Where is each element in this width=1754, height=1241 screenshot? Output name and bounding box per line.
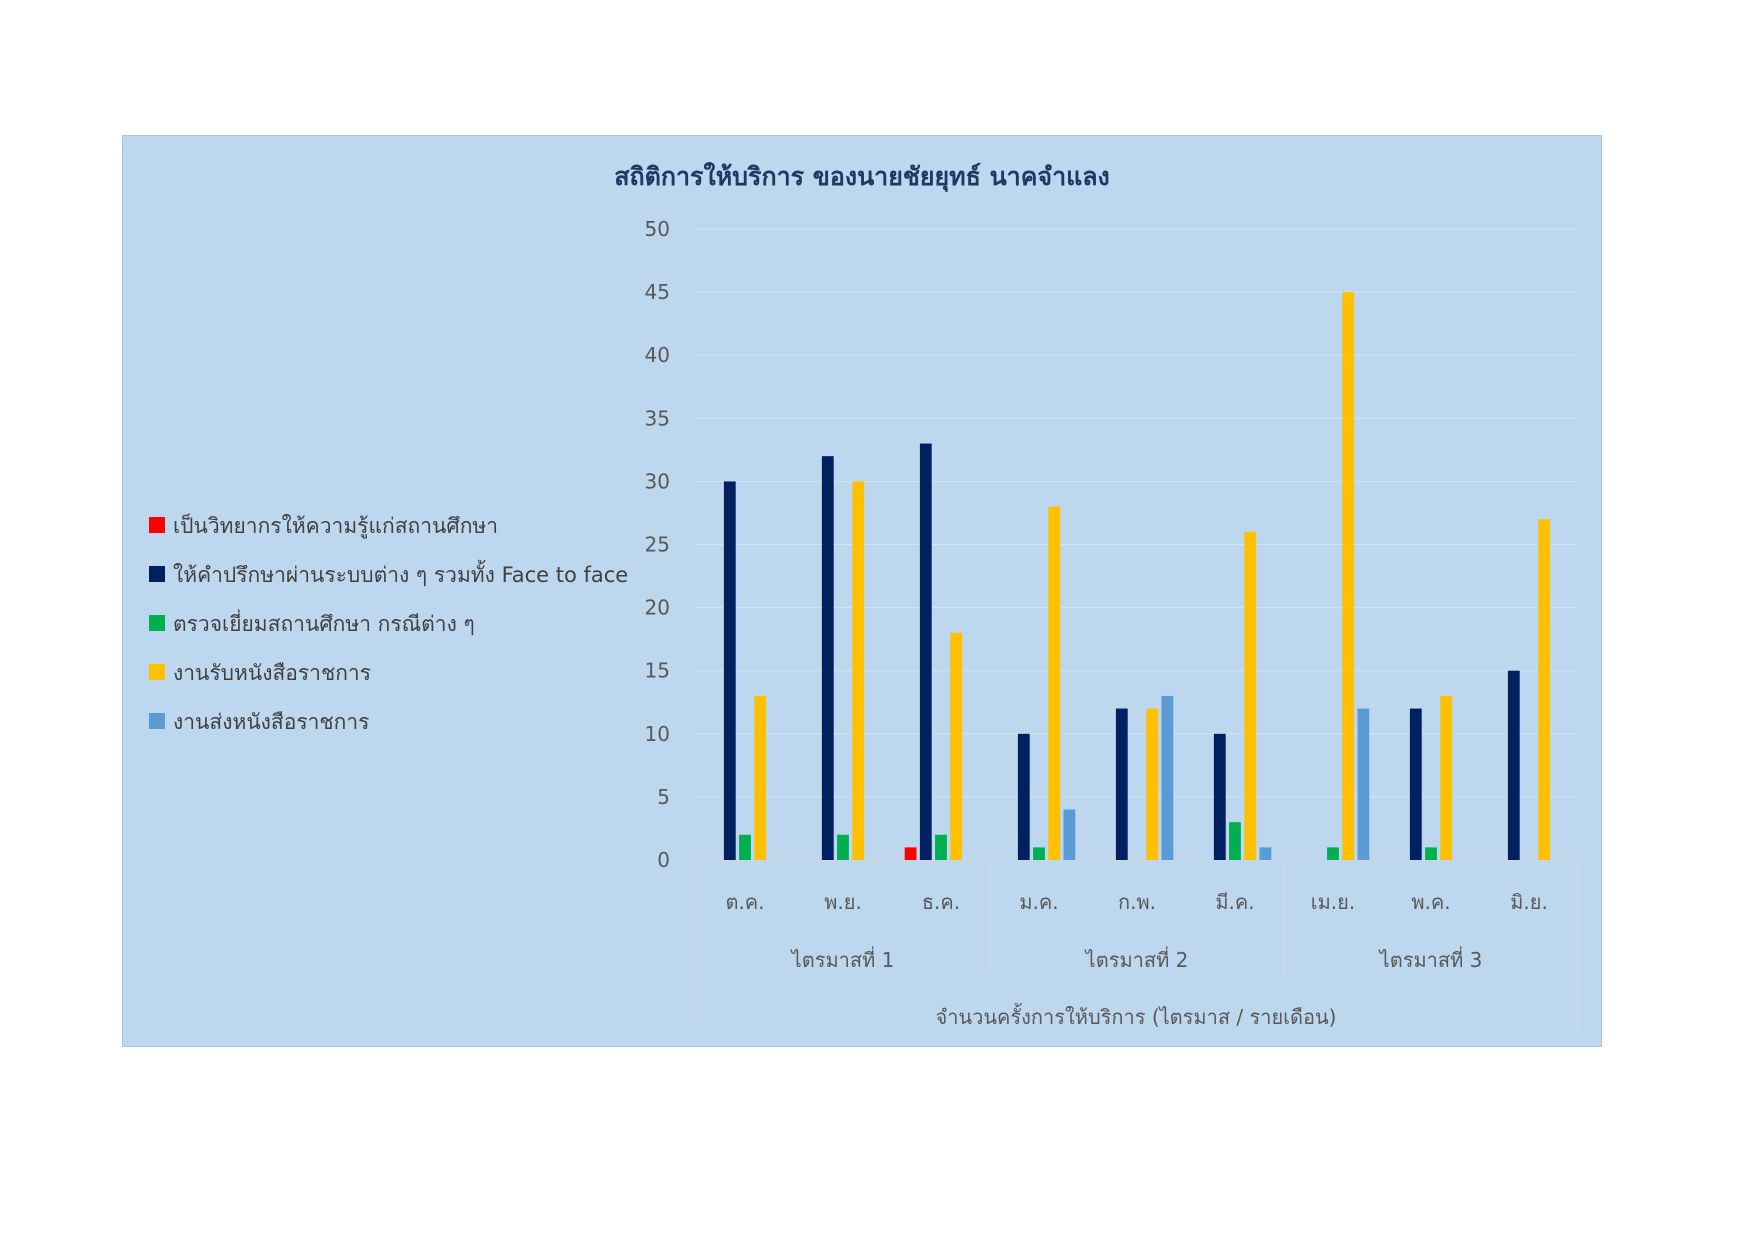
x-tick-label: พ.ย.	[824, 890, 862, 914]
group-label: ไตรมาสที่ 3	[1378, 946, 1483, 972]
x-tick-label: ม.ค.	[1019, 890, 1058, 914]
bar	[837, 834, 849, 860]
x-axis: ต.ค. พ.ย. ธ.ค. ไตรมาสที่ 1 ม.ค. ก.พ. มี.ค. ไตรม…	[695, 860, 1579, 1033]
y-tick-label: 45	[645, 280, 670, 304]
legend-label: งานรับหนังสือราชการ	[173, 661, 371, 685]
x-tick-label: ธ.ค.	[922, 890, 960, 914]
legend: เป็นวิทยากรให้ความรู้แก่สถานศึกษาให้คำปร…	[149, 512, 628, 734]
legend-swatch	[149, 615, 165, 631]
bar	[904, 847, 917, 860]
chart-title: สถิติการให้บริการ ของนายชัยยุทธ์ นาคจำแล…	[614, 161, 1110, 193]
bar	[935, 834, 947, 860]
legend-label: ให้คำปรึกษาผ่านระบบต่าง ๆ รวมทั้ง Face t…	[173, 560, 628, 587]
bars	[723, 292, 1551, 861]
bar	[1425, 847, 1437, 860]
x-tick-label: มิ.ย.	[1510, 890, 1548, 914]
bar	[919, 443, 932, 860]
x-tick-label: ต.ค.	[725, 890, 764, 914]
y-tick-label: 15	[645, 659, 670, 683]
bar	[1342, 292, 1355, 861]
y-tick-label: 25	[645, 533, 670, 557]
bar	[1017, 733, 1030, 860]
legend-label: ตรวจเยี่ยมสถานศึกษา กรณีต่าง ๆ	[173, 609, 475, 636]
bar	[1048, 506, 1061, 860]
group-label: ไตรมาสที่ 2	[1084, 946, 1189, 972]
x-axis-title: จำนวนครั้งการให้บริการ (ไตรมาส / รายเดือ…	[936, 1003, 1337, 1029]
bar	[739, 834, 751, 860]
bar	[1507, 670, 1520, 860]
bar	[1161, 695, 1174, 860]
bar	[1213, 733, 1226, 860]
bar	[754, 695, 767, 860]
legend-swatch	[149, 566, 165, 582]
bar	[1259, 847, 1272, 860]
bar	[1538, 519, 1551, 860]
group-label: ไตรมาสที่ 1	[790, 946, 895, 972]
x-tick-label: มี.ค.	[1215, 890, 1254, 914]
y-tick-label: 40	[645, 343, 670, 367]
bar	[1357, 708, 1370, 860]
bar	[1440, 695, 1453, 860]
y-tick-label: 50	[645, 217, 670, 241]
bar	[852, 481, 865, 860]
bar	[1244, 531, 1257, 860]
y-tick-label: 10	[645, 722, 670, 746]
bar	[1409, 708, 1422, 860]
y-tick-label: 30	[645, 469, 670, 493]
x-tick-label: พ.ค.	[1411, 890, 1450, 914]
bar	[950, 632, 963, 860]
x-tick-label: เม.ย.	[1311, 890, 1355, 914]
y-tick-label: 35	[645, 406, 670, 430]
bar	[1033, 847, 1045, 860]
x-tick-label: ก.พ.	[1118, 890, 1156, 914]
legend-swatch	[149, 713, 165, 729]
legend-swatch	[149, 664, 165, 680]
legend-label: งานส่งหนังสือราชการ	[173, 710, 369, 734]
y-tick-label: 20	[645, 596, 670, 620]
bar	[1229, 822, 1241, 860]
bar	[1327, 847, 1339, 860]
legend-label: เป็นวิทยากรให้ความรู้แก่สถานศึกษา	[173, 512, 498, 539]
y-tick-label: 0	[657, 848, 670, 872]
y-axis-ticks: 0 5 10 15 20 25 30 35 40 45 50	[645, 217, 670, 872]
legend-swatch	[149, 517, 165, 533]
bar	[723, 481, 736, 860]
y-tick-label: 5	[657, 785, 670, 809]
bar	[1063, 809, 1076, 860]
bar	[821, 456, 834, 860]
bar	[1115, 708, 1128, 860]
bar	[1146, 708, 1159, 860]
